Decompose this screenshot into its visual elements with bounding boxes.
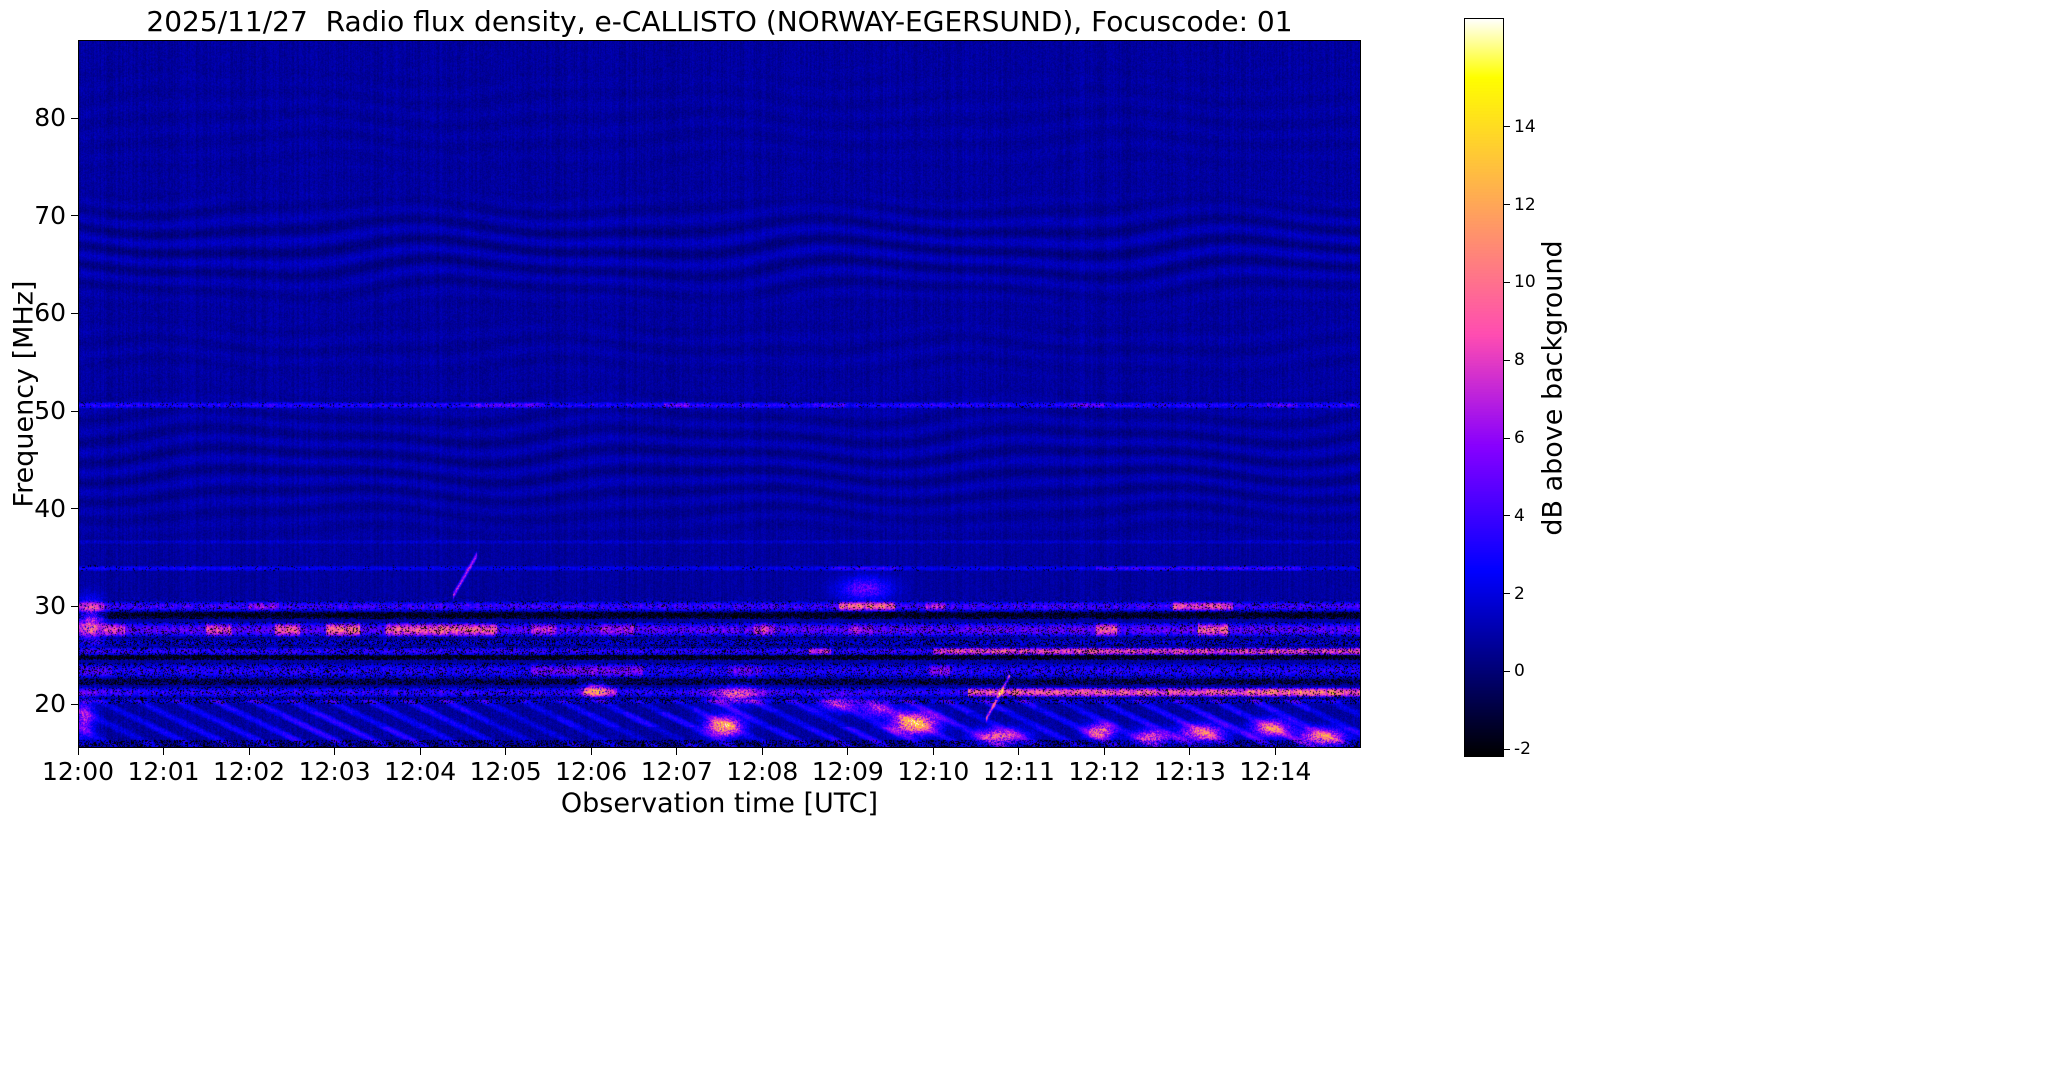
y-tick-label: 80	[34, 103, 66, 133]
x-tick-mark	[847, 748, 849, 755]
colorbar-tick-label: 10	[1514, 272, 1536, 293]
x-tick-mark	[1018, 748, 1020, 755]
colorbar-tick-label: 6	[1514, 428, 1525, 449]
x-tick-label: 12:03	[298, 757, 371, 786]
colorbar-tick-label: 8	[1514, 350, 1525, 371]
y-tick-mark	[71, 410, 78, 412]
colorbar-tick-label: -2	[1514, 739, 1531, 760]
x-axis-label: Observation time [UTC]	[560, 788, 879, 819]
x-tick-mark	[676, 748, 678, 755]
colorbar-tick-mark	[1504, 359, 1510, 361]
y-tick-mark	[71, 605, 78, 607]
colorbar-tick-mark	[1504, 515, 1510, 517]
spectrogram-heatmap	[78, 40, 1361, 748]
x-tick-mark	[505, 748, 507, 755]
colorbar	[1464, 18, 1504, 757]
x-tick-label: 12:07	[640, 757, 713, 786]
colorbar-tick-mark	[1504, 748, 1510, 750]
y-tick-mark	[71, 312, 78, 314]
x-tick-label: 12:04	[384, 757, 457, 786]
x-tick-mark	[334, 748, 336, 755]
y-tick-label: 30	[34, 591, 66, 621]
colorbar-tick-label: 2	[1514, 583, 1525, 604]
x-tick-label: 12:13	[1153, 757, 1226, 786]
y-tick-label: 20	[34, 689, 66, 719]
colorbar-tick-mark	[1504, 670, 1510, 672]
colorbar-tick-label: 0	[1514, 661, 1525, 682]
colorbar-tick-label: 12	[1514, 194, 1536, 215]
x-tick-label: 12:02	[213, 757, 286, 786]
x-tick-label: 12:05	[469, 757, 542, 786]
x-tick-mark	[248, 748, 250, 755]
x-tick-label: 12:11	[982, 757, 1055, 786]
y-tick-mark	[71, 117, 78, 119]
y-tick-label: 70	[34, 200, 66, 230]
y-tick-mark	[71, 703, 78, 705]
x-tick-mark	[419, 748, 421, 755]
x-tick-label: 12:08	[726, 757, 799, 786]
colorbar-tick-mark	[1504, 593, 1510, 595]
x-tick-label: 12:10	[897, 757, 970, 786]
colorbar-tick-mark	[1504, 204, 1510, 206]
y-tick-mark	[71, 508, 78, 510]
x-tick-mark	[1189, 748, 1191, 755]
x-tick-mark	[1274, 748, 1276, 755]
y-tick-label: 50	[34, 396, 66, 426]
x-tick-label: 12:12	[1068, 757, 1141, 786]
y-tick-mark	[71, 215, 78, 217]
x-tick-label: 12:14	[1239, 757, 1312, 786]
x-tick-label: 12:06	[555, 757, 628, 786]
x-tick-mark	[932, 748, 934, 755]
x-tick-label: 12:01	[127, 757, 200, 786]
y-tick-label: 40	[34, 493, 66, 523]
x-tick-mark	[163, 748, 165, 755]
colorbar-tick-mark	[1504, 281, 1510, 283]
y-tick-label: 60	[34, 298, 66, 328]
x-tick-mark	[590, 748, 592, 755]
colorbar-tick-mark	[1504, 126, 1510, 128]
colorbar-tick-label: 4	[1514, 505, 1525, 526]
x-tick-mark	[1103, 748, 1105, 755]
colorbar-tick-mark	[1504, 437, 1510, 439]
x-tick-label: 12:09	[811, 757, 884, 786]
x-tick-label: 12:00	[41, 757, 115, 786]
x-tick-mark	[77, 748, 79, 755]
colorbar-tick-label: 14	[1514, 116, 1536, 137]
chart-title: 2025/11/27 Radio flux density, e-CALLIST…	[146, 5, 1293, 38]
x-tick-mark	[761, 748, 763, 755]
